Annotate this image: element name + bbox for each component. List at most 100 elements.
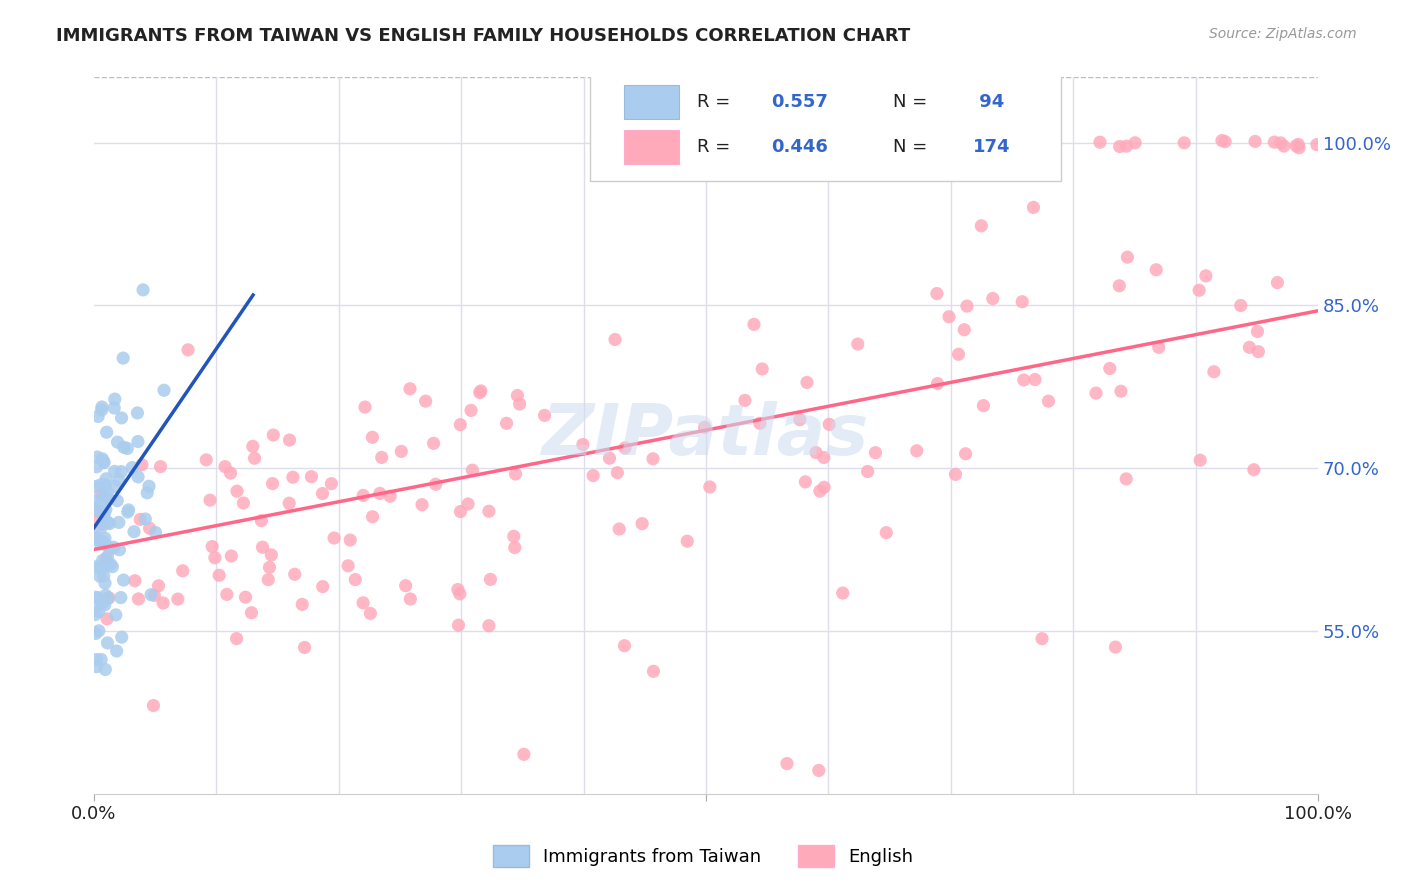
Point bbox=[389, 444, 412, 458]
Point bbox=[354, 400, 377, 414]
Point bbox=[1022, 200, 1045, 214]
Point bbox=[107, 473, 129, 487]
Point bbox=[86, 504, 108, 518]
Point bbox=[1195, 268, 1218, 283]
Point bbox=[1188, 283, 1211, 297]
Point bbox=[219, 466, 242, 480]
Point bbox=[97, 491, 120, 506]
Point bbox=[948, 347, 970, 361]
Point bbox=[257, 573, 280, 587]
Point bbox=[91, 596, 114, 610]
Point bbox=[789, 412, 811, 426]
Point bbox=[100, 557, 122, 571]
Point bbox=[93, 455, 115, 469]
Point bbox=[284, 567, 307, 582]
Point bbox=[129, 512, 152, 526]
Point bbox=[1011, 294, 1033, 309]
Point bbox=[321, 476, 343, 491]
Point bbox=[89, 559, 111, 574]
Point bbox=[339, 533, 361, 547]
Text: 174: 174 bbox=[973, 138, 1011, 156]
Point bbox=[875, 525, 897, 540]
Text: ZIPatlas: ZIPatlas bbox=[543, 401, 870, 470]
Point bbox=[479, 573, 502, 587]
Point bbox=[84, 494, 107, 508]
Point bbox=[399, 382, 422, 396]
Legend: Immigrants from Taiwan, English: Immigrants from Taiwan, English bbox=[485, 838, 921, 874]
Point bbox=[94, 472, 117, 486]
Point bbox=[93, 456, 115, 470]
Point bbox=[818, 417, 841, 432]
Point bbox=[90, 497, 112, 511]
Point bbox=[107, 435, 129, 450]
Text: R =: R = bbox=[697, 93, 737, 111]
Point bbox=[1247, 344, 1270, 359]
Point bbox=[399, 591, 422, 606]
Point bbox=[96, 612, 118, 626]
Point bbox=[214, 459, 236, 474]
Point bbox=[449, 417, 471, 432]
Point bbox=[312, 580, 335, 594]
Point bbox=[235, 591, 257, 605]
Point bbox=[311, 486, 333, 500]
Point bbox=[1286, 137, 1309, 152]
Point bbox=[110, 591, 132, 605]
Point bbox=[1246, 325, 1268, 339]
Point bbox=[96, 539, 118, 553]
Point bbox=[136, 486, 159, 500]
Point bbox=[607, 522, 630, 536]
Point bbox=[221, 549, 243, 563]
Point bbox=[794, 475, 817, 489]
Point bbox=[87, 605, 110, 619]
Point bbox=[84, 480, 107, 494]
Point bbox=[1115, 472, 1137, 486]
Point bbox=[142, 698, 165, 713]
Point bbox=[91, 490, 114, 504]
Point bbox=[415, 394, 437, 409]
Point bbox=[93, 478, 115, 492]
Point bbox=[1244, 135, 1267, 149]
Point bbox=[117, 503, 139, 517]
Point bbox=[225, 632, 247, 646]
Point bbox=[804, 445, 827, 459]
Point bbox=[370, 450, 392, 465]
Point bbox=[742, 318, 765, 332]
Point bbox=[94, 502, 117, 516]
Point bbox=[117, 442, 139, 456]
Point bbox=[198, 493, 221, 508]
Point bbox=[699, 480, 721, 494]
Point bbox=[1108, 139, 1130, 153]
Point bbox=[294, 640, 316, 655]
Point bbox=[395, 579, 418, 593]
Point bbox=[1243, 463, 1265, 477]
Text: R =: R = bbox=[697, 138, 737, 156]
Text: Source: ZipAtlas.com: Source: ZipAtlas.com bbox=[1209, 27, 1357, 41]
Point bbox=[94, 531, 117, 545]
Point bbox=[134, 512, 156, 526]
Text: 0.446: 0.446 bbox=[770, 138, 828, 156]
Point bbox=[105, 644, 128, 658]
Point bbox=[84, 599, 107, 614]
Point bbox=[260, 548, 283, 562]
Point bbox=[606, 466, 628, 480]
Point bbox=[172, 564, 194, 578]
Point bbox=[208, 568, 231, 582]
Point bbox=[505, 467, 527, 481]
Point bbox=[90, 533, 112, 548]
Point bbox=[86, 504, 108, 518]
Point bbox=[807, 764, 830, 778]
Point bbox=[1012, 373, 1035, 387]
Point bbox=[127, 470, 149, 484]
Point bbox=[925, 286, 948, 301]
Point bbox=[252, 540, 274, 554]
Point bbox=[262, 476, 284, 491]
Point bbox=[981, 292, 1004, 306]
Point bbox=[94, 663, 117, 677]
Point bbox=[1104, 640, 1126, 654]
Point bbox=[127, 406, 149, 420]
Text: 0.557: 0.557 bbox=[770, 93, 828, 111]
Point bbox=[105, 493, 128, 508]
Text: N =: N = bbox=[893, 93, 934, 111]
Point bbox=[87, 409, 110, 424]
Point bbox=[1239, 340, 1261, 354]
